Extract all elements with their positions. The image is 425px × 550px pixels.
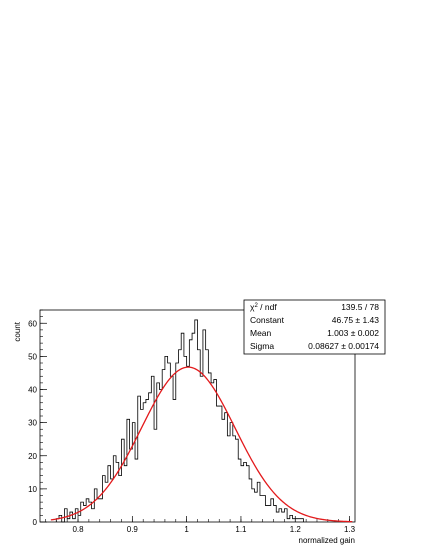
y-tick-label: 60 (28, 319, 37, 328)
stats-sigma-label: Sigma (250, 341, 274, 351)
x-tick-label: 1.3 (344, 525, 356, 534)
y-axis-title: count (13, 321, 22, 341)
stats-chi2-label: χ2 / ndf (250, 302, 277, 312)
stats-mean-value: 1.003 ± 0.002 (327, 328, 379, 338)
y-tick-label: 30 (28, 419, 37, 428)
stats-mean-label: Mean (250, 328, 272, 338)
stats-chi2-value: 139.5 / 78 (341, 302, 379, 312)
x-axis-title: normalized gain (299, 536, 355, 545)
y-tick-label: 0 (33, 518, 38, 527)
y-tick-label: 20 (28, 452, 37, 461)
x-tick-label: 1 (184, 525, 189, 534)
x-tick-label: 1.1 (235, 525, 247, 534)
x-tick-label: 0.8 (72, 525, 84, 534)
y-tick-label: 50 (28, 352, 37, 361)
stats-sigma-value: 0.08627 ± 0.00174 (308, 341, 379, 351)
gaussian-fit-curve (50, 366, 353, 523)
y-tick-label: 40 (28, 386, 37, 395)
y-tick-label: 10 (28, 485, 37, 494)
stats-constant-value: 46.75 ± 1.43 (332, 315, 379, 325)
histogram-outline (55, 319, 304, 523)
stats-box-frame (243, 299, 386, 355)
x-tick-label: 1.2 (290, 525, 302, 534)
stats-box: χ2 / ndf 139.5 / 78 Constant 46.75 ± 1.4… (243, 299, 386, 355)
x-tick-label: 0.9 (127, 525, 139, 534)
axes: 0.8 0.9 1 1.1 1.2 1.3 0 10 20 30 40 50 60 (28, 309, 356, 534)
stats-constant-label: Constant (250, 315, 285, 325)
